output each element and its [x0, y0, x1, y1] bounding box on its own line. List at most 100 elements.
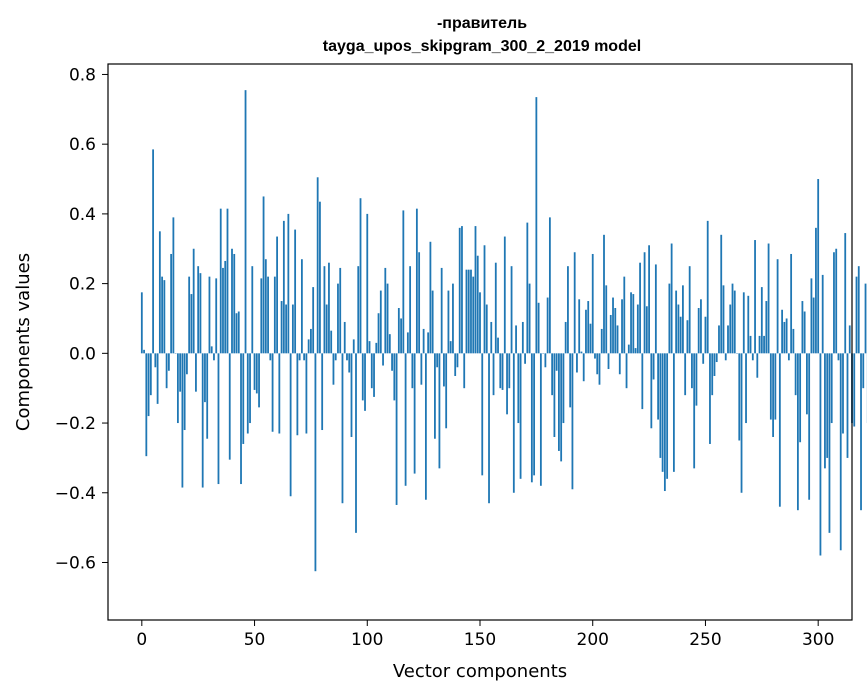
bar-249 — [702, 353, 705, 364]
bar-253 — [711, 353, 714, 396]
bar-182 — [551, 353, 554, 396]
bar-5 — [152, 149, 154, 354]
bar-218 — [632, 294, 635, 354]
x-tick-label-200: 200 — [577, 630, 609, 650]
bar-211 — [616, 325, 619, 354]
bar-86 — [334, 353, 337, 361]
bar-57 — [269, 353, 272, 361]
bar-190 — [569, 353, 572, 408]
bar-176 — [537, 302, 540, 354]
bar-99 — [364, 353, 366, 411]
bar-141 — [458, 227, 461, 354]
bar-257 — [720, 234, 723, 354]
bar-12 — [167, 353, 170, 371]
bar-202 — [596, 353, 599, 375]
bar-145 — [467, 269, 470, 354]
bar-205 — [603, 234, 605, 354]
bar-270 — [749, 335, 752, 354]
bar-81 — [323, 266, 326, 354]
bar-316 — [853, 353, 856, 427]
bar-186 — [560, 353, 563, 462]
bar-1 — [143, 349, 145, 354]
bar-39 — [228, 353, 231, 460]
bar-235 — [670, 243, 673, 354]
bar-279 — [769, 353, 772, 420]
bar-24 — [195, 353, 197, 392]
bar-245 — [693, 353, 696, 469]
bar-320 — [862, 353, 865, 389]
bar-52 — [258, 353, 260, 408]
bar-298 — [812, 297, 815, 354]
bar-127 — [427, 332, 430, 354]
bar-126 — [424, 353, 427, 500]
chart-title-line-1: -правитель — [437, 15, 527, 32]
bar-276 — [763, 335, 765, 354]
bar-299 — [815, 227, 817, 354]
bar-92 — [348, 353, 351, 373]
x-tick-label-150: 150 — [464, 630, 496, 650]
bar-98 — [361, 353, 364, 401]
bar-74 — [307, 339, 310, 354]
bar-302 — [821, 274, 824, 354]
bar-314 — [848, 325, 851, 354]
bar-199 — [589, 323, 592, 354]
bar-4 — [149, 353, 152, 396]
bar-209 — [612, 297, 614, 354]
bar-293 — [801, 301, 804, 354]
bar-223 — [643, 252, 646, 354]
bar-116 — [402, 210, 405, 354]
bar-14 — [172, 217, 175, 354]
y-tick-label-7: 0.8 — [69, 65, 96, 85]
bar-170 — [524, 353, 526, 364]
bar-36 — [222, 267, 224, 354]
bar-288 — [790, 253, 793, 354]
bar-273 — [756, 353, 759, 378]
bar-283 — [778, 353, 781, 507]
bar-177 — [539, 353, 542, 486]
bar-106 — [379, 290, 382, 354]
bar-231 — [661, 353, 664, 472]
bar-62 — [280, 301, 283, 354]
bar-121 — [413, 353, 416, 474]
bar-197 — [585, 309, 587, 354]
bar-192 — [573, 252, 576, 354]
bar-151 — [481, 353, 484, 476]
bar-306 — [830, 353, 833, 424]
bar-287 — [787, 353, 790, 361]
y-tick-label-2: −0.2 — [55, 414, 96, 434]
bar-95 — [355, 353, 357, 533]
y-axis-ticks: −0.6 −0.4 −0.2 0.0 0.2 0.4 0.6 0.8 — [55, 65, 108, 573]
bar-103 — [373, 353, 375, 397]
bar-91 — [346, 353, 348, 361]
bar-137 — [449, 341, 452, 354]
bar-304 — [826, 353, 829, 458]
bar-175 — [535, 97, 538, 354]
bar-50 — [253, 353, 256, 390]
bar-32 — [213, 353, 215, 361]
bar-161 — [503, 236, 506, 354]
bar-90 — [343, 321, 346, 354]
bar-84 — [330, 330, 333, 354]
bar-125 — [422, 328, 425, 354]
bar-240 — [682, 285, 684, 354]
chart-title-line-2: tayga_upos_skipgram_300_2_2019 model — [323, 38, 641, 55]
bar-105 — [377, 313, 380, 354]
bar-131 — [436, 353, 439, 368]
bar-138 — [452, 283, 454, 354]
x-tick-label-300: 300 — [802, 630, 834, 650]
bar-3 — [147, 353, 150, 417]
bar-120 — [411, 353, 414, 389]
bar-44 — [240, 353, 242, 485]
bar-294 — [803, 311, 806, 354]
y-tick-label-1: −0.4 — [55, 484, 96, 504]
bar-167 — [517, 353, 520, 424]
bar-54 — [262, 196, 265, 354]
bar-157 — [494, 262, 497, 354]
bar-171 — [526, 222, 529, 354]
bar-69 — [296, 353, 299, 436]
bar-271 — [751, 353, 754, 361]
bar-179 — [544, 353, 547, 368]
bar-135 — [445, 353, 448, 429]
x-axis-label: Vector components — [393, 661, 567, 682]
bar-196 — [582, 353, 585, 382]
